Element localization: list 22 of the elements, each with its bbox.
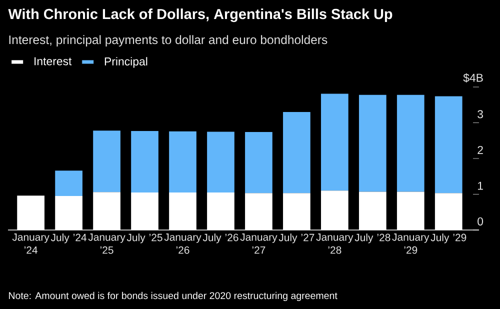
x-tick-label: July ’28 <box>354 234 390 244</box>
legend-label: Principal <box>104 57 148 68</box>
x-tick-label: January ’25 <box>88 234 126 254</box>
legend-label: Interest <box>34 57 72 66</box>
x-tick-label: January ’29 <box>392 234 430 254</box>
x-tick-label: July ’27 <box>278 234 314 244</box>
x-tick-label: July ’29 <box>430 234 466 244</box>
x-tick-label: July ’24 <box>50 234 86 244</box>
x-tick-label: July ’25 <box>126 234 162 244</box>
y-tick-label: 3 <box>478 110 483 118</box>
y-tick-label: $4B <box>463 73 483 82</box>
chart-subtitle: Interest, principal payments to dollar and euro bondholders <box>9 35 328 47</box>
chart-title: With Chronic Lack of Dollars, Argentina's Bills Stack Up <box>8 8 392 22</box>
x-tick-label: July ’26 <box>202 234 238 244</box>
y-tick-label: 1 <box>478 182 483 190</box>
x-tick-label: January ’24 <box>12 234 50 254</box>
x-tick-label: January ’28 <box>316 234 354 254</box>
text: Note: Amount owed is for bonds issued under 2020 restructuring agreement <box>9 292 338 302</box>
y-tick-label: 2 <box>478 146 483 154</box>
y-tick-label: 0 <box>478 217 484 226</box>
x-tick-label: January ’26 <box>164 234 202 254</box>
x-tick-label: January ’27 <box>240 234 278 254</box>
